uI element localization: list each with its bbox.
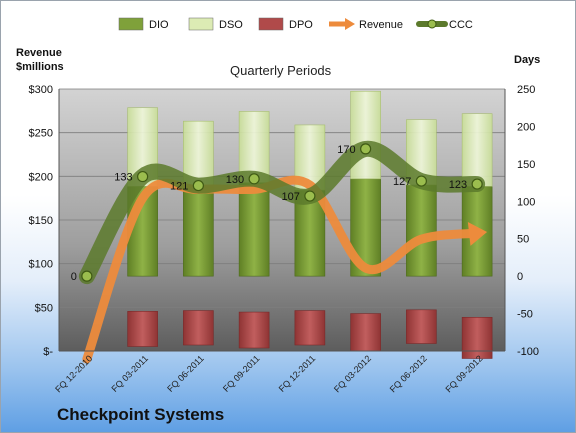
- category-label: FQ 06-2011: [165, 353, 206, 394]
- ccc-data-label: 127: [393, 176, 411, 188]
- dio-bar: [238, 182, 270, 277]
- dpo-bar: [461, 317, 493, 359]
- category-label: FQ 12-2010: [53, 353, 94, 394]
- left-tick-label: $-: [43, 346, 53, 358]
- category-label: FQ 03-2011: [109, 353, 150, 394]
- left-tick-label: $250: [29, 128, 53, 140]
- chart-title: Quarterly Periods: [230, 63, 332, 78]
- dio-bar: [183, 186, 214, 277]
- ccc-point: [248, 173, 260, 185]
- legend-arrowhead: [345, 18, 355, 30]
- left-axis-label-line2: $millions: [16, 61, 64, 73]
- ccc-data-label: 133: [114, 172, 132, 184]
- legend-label: DIO: [149, 19, 169, 31]
- dpo-bar: [294, 310, 326, 346]
- left-tick-label: $300: [29, 84, 53, 96]
- ccc-data-label: 121: [170, 181, 188, 193]
- right-tick-label: 200: [517, 121, 535, 133]
- dso-bar: [350, 90, 381, 180]
- category-label: FQ 09-2012: [444, 353, 485, 394]
- legend-swatch-dso: [188, 17, 214, 31]
- right-tick-label: -50: [517, 309, 533, 321]
- ccc-data-label: 123: [449, 179, 467, 191]
- ccc-point: [137, 170, 149, 183]
- ccc-point: [81, 270, 93, 282]
- category-label: FQ 03-2012: [332, 353, 373, 394]
- dpo-bar: [183, 310, 214, 346]
- dio-bar: [406, 184, 437, 277]
- dso-bar: [238, 111, 270, 183]
- ccc-point: [471, 178, 483, 190]
- left-axis-label-line1: Revenue: [16, 47, 62, 59]
- left-tick-label: $50: [35, 302, 53, 314]
- dso-bar: [461, 113, 493, 187]
- right-tick-label: 0: [517, 271, 523, 283]
- legend: DIO DSO DPO Revenue CCC: [118, 17, 473, 31]
- ccc-point: [304, 190, 316, 202]
- legend-swatch-dpo: [258, 17, 284, 31]
- legend-label: CCC: [449, 19, 473, 31]
- right-tick-label: 250: [517, 84, 535, 96]
- left-tick-label: $200: [29, 171, 53, 183]
- category-label: FQ 12-2011: [277, 353, 318, 394]
- ccc-point: [415, 175, 427, 187]
- dpo-bar: [127, 311, 158, 347]
- dpo-bar: [350, 313, 381, 352]
- right-tick-label: -100: [517, 346, 539, 358]
- right-tick-label: 100: [517, 196, 535, 208]
- ccc-data-label: 130: [226, 174, 244, 186]
- right-axis-label: Days: [514, 54, 540, 66]
- revenue-arrowhead: [467, 222, 488, 246]
- lines: 0 133 121 130 107 170 127 123: [71, 140, 488, 364]
- category-label: FQ 09-2011: [221, 353, 262, 394]
- category-label: FQ 06-2012: [388, 353, 429, 394]
- left-tick-label: $150: [29, 215, 53, 227]
- ccc-data-label: 107: [282, 191, 300, 203]
- right-tick-label: 50: [517, 234, 529, 246]
- ccc-point: [360, 143, 372, 155]
- company-name: Checkpoint Systems: [57, 405, 225, 424]
- dpo-bar: [406, 309, 437, 344]
- dpo-bar: [238, 311, 270, 349]
- legend-label: Revenue: [359, 19, 403, 31]
- legend-dot: [427, 19, 437, 29]
- left-tick-label: $100: [29, 259, 53, 271]
- ccc-data-label: 170: [337, 144, 355, 156]
- right-tick-label: 150: [517, 159, 535, 171]
- legend-label: DPO: [289, 19, 313, 31]
- ccc-point: [192, 179, 204, 192]
- legend-swatch-dio: [118, 17, 144, 31]
- ccc-data-label: 0: [71, 271, 77, 283]
- legend-label: DSO: [219, 19, 243, 31]
